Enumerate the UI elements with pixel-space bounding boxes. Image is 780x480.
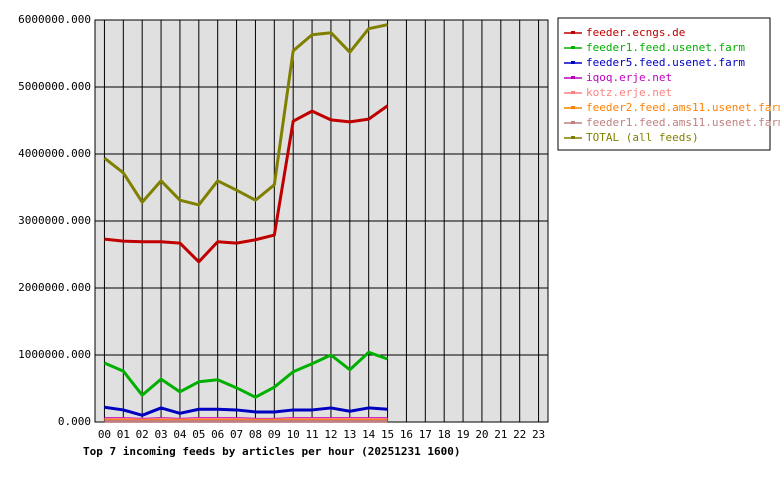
x-tick-label: 15 [381, 428, 394, 441]
x-tick-label: 19 [456, 428, 469, 441]
y-tick-label: 1000000.000 [18, 348, 91, 361]
legend-label: kotz.erje.net [586, 86, 672, 99]
series-line [103, 23, 388, 207]
x-tick-label: 02 [136, 428, 149, 441]
legend-marker [571, 136, 575, 139]
x-tick-label: 22 [513, 428, 526, 441]
chart-title: Top 7 incoming feeds by articles per hou… [83, 445, 461, 458]
x-tick-label: 00 [98, 428, 111, 441]
series-line [104, 405, 388, 417]
legend-label: feeder1.feed.ams11.usenet.farm [586, 116, 780, 129]
x-tick-label: 04 [173, 428, 187, 441]
legend-label: feeder1.feed.usenet.farm [586, 41, 745, 54]
x-tick-label: 05 [192, 428, 205, 441]
x-tick-label: 18 [438, 428, 451, 441]
series-line [103, 350, 389, 399]
legend-marker [571, 76, 575, 79]
legend-marker [571, 31, 575, 34]
x-tick-label: 20 [475, 428, 488, 441]
x-tick-label: 17 [419, 428, 432, 441]
x-tick-label: 21 [494, 428, 507, 441]
x-tick-label: 14 [362, 428, 376, 441]
legend-marker [571, 106, 575, 109]
y-tick-label: 0.000 [58, 415, 91, 428]
legend-label: feeder.ecngs.de [586, 26, 685, 39]
y-tick-label: 6000000.000 [18, 13, 91, 26]
legend-label: feeder2.feed.ams11.usenet.farm [586, 101, 780, 114]
legend [557, 17, 771, 151]
x-tick-label: 09 [268, 428, 281, 441]
y-tick-label: 3000000.000 [18, 214, 91, 227]
legend-marker [571, 61, 575, 64]
x-tick-label: 23 [532, 428, 545, 441]
legend-marker [571, 46, 575, 49]
x-tick-label: 11 [305, 428, 318, 441]
legend-label: feeder5.feed.usenet.farm [586, 56, 745, 69]
x-tick-label: 08 [249, 428, 262, 441]
x-tick-label: 06 [211, 428, 224, 441]
x-tick-label: 12 [324, 428, 337, 441]
x-tick-label: 03 [154, 428, 167, 441]
x-tick-label: 01 [117, 428, 130, 441]
legend-label: iqoq.erje.net [586, 71, 672, 84]
y-tick-label: 4000000.000 [18, 147, 91, 160]
legend-marker [571, 91, 575, 94]
x-tick-label: 13 [343, 428, 356, 441]
x-tick-label: 10 [287, 428, 300, 441]
x-tick-label: 07 [230, 428, 243, 441]
y-tick-label: 2000000.000 [18, 281, 91, 294]
y-tick-label: 5000000.000 [18, 80, 91, 93]
series-line [104, 104, 389, 264]
x-tick-label: 16 [400, 428, 413, 441]
legend-label: TOTAL (all feeds) [586, 131, 699, 144]
legend-marker [571, 121, 575, 124]
